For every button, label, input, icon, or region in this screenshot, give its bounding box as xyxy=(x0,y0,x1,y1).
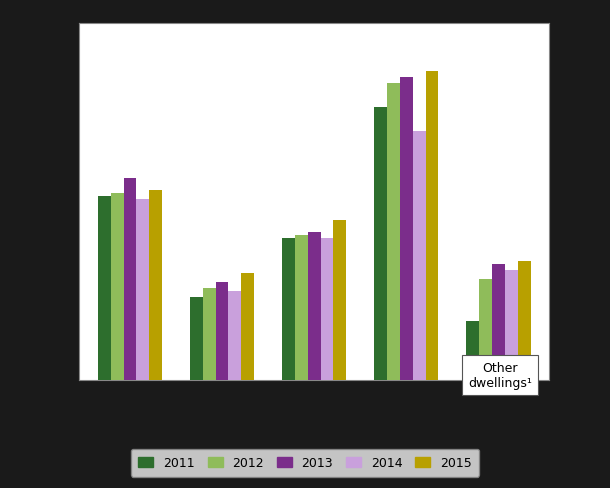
Bar xyxy=(492,265,505,381)
Bar xyxy=(149,191,162,381)
Bar xyxy=(98,197,110,381)
Text: Other
dwellings¹: Other dwellings¹ xyxy=(468,361,532,389)
Bar xyxy=(215,283,229,381)
Bar xyxy=(413,131,426,381)
Bar xyxy=(295,235,307,381)
Bar xyxy=(307,232,321,381)
Bar xyxy=(334,221,346,381)
Bar xyxy=(505,271,518,381)
Bar xyxy=(282,238,295,381)
Bar xyxy=(479,280,492,381)
Bar xyxy=(190,298,203,381)
Bar xyxy=(387,84,400,381)
Bar xyxy=(400,78,413,381)
Bar xyxy=(242,274,254,381)
Legend: 2011, 2012, 2013, 2014, 2015: 2011, 2012, 2013, 2014, 2015 xyxy=(131,449,479,477)
Bar xyxy=(203,288,215,381)
Bar xyxy=(466,321,479,381)
Bar xyxy=(123,179,137,381)
Bar xyxy=(426,72,439,381)
Bar xyxy=(137,200,149,381)
Bar xyxy=(110,194,123,381)
Bar xyxy=(374,107,387,381)
Bar xyxy=(321,238,334,381)
Bar xyxy=(229,292,242,381)
Bar xyxy=(518,262,531,381)
